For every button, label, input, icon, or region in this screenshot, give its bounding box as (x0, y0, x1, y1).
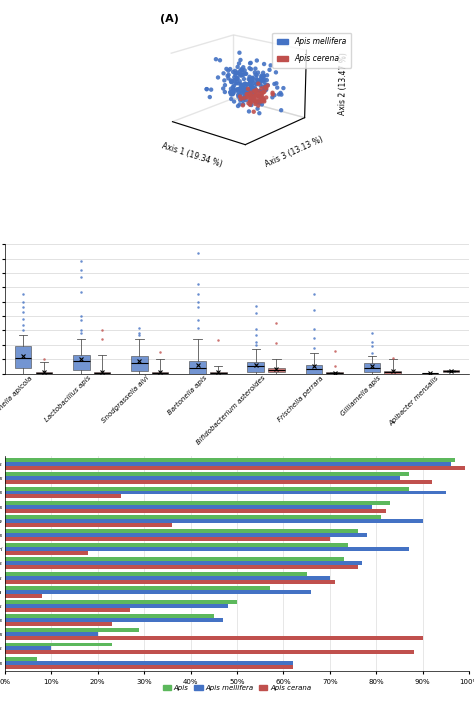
Bar (5, 665, 293, 668)
PathPatch shape (36, 372, 52, 373)
Bar (5, 486, 409, 491)
Bar (5, 551, 88, 555)
Bar (5, 558, 344, 561)
Bar (5, 604, 228, 608)
Bar (5, 585, 270, 590)
Bar (5, 505, 372, 508)
PathPatch shape (152, 372, 168, 373)
Bar (5, 561, 363, 565)
Bar (5, 572, 307, 575)
PathPatch shape (443, 371, 459, 372)
Bar (5, 523, 172, 527)
Bar (5, 660, 293, 665)
Bar (5, 508, 386, 513)
PathPatch shape (384, 371, 401, 373)
PathPatch shape (210, 372, 227, 373)
Bar (5, 614, 214, 618)
PathPatch shape (306, 365, 322, 373)
PathPatch shape (131, 356, 147, 371)
Bar (5, 608, 130, 612)
Bar (5, 473, 409, 476)
PathPatch shape (364, 363, 380, 372)
Bar (5, 565, 358, 569)
Legend: Apis, Apis mellifera, Apis cerana: Apis, Apis mellifera, Apis cerana (160, 682, 314, 693)
Bar (5, 580, 335, 583)
Bar (5, 547, 409, 551)
Bar (5, 466, 465, 470)
Bar (5, 646, 51, 650)
Bar (5, 519, 423, 523)
PathPatch shape (268, 368, 284, 372)
Bar (5, 618, 223, 622)
Bar (5, 628, 139, 633)
Legend: Apis mellifera, Apis cerena: Apis mellifera, Apis cerena (273, 33, 351, 68)
Y-axis label: Axis 3 (13.13 %): Axis 3 (13.13 %) (264, 135, 325, 169)
Bar (5, 491, 446, 495)
Bar (5, 636, 423, 640)
PathPatch shape (247, 362, 264, 372)
Bar (5, 643, 111, 646)
Text: (A): (A) (160, 14, 179, 24)
Bar (5, 633, 98, 636)
Bar (5, 476, 400, 481)
Bar (5, 501, 390, 505)
Bar (5, 622, 111, 626)
Bar (5, 537, 330, 541)
Bar (5, 529, 358, 533)
Bar (5, 533, 367, 537)
PathPatch shape (15, 346, 31, 368)
Bar (5, 590, 311, 594)
Bar (5, 594, 42, 598)
Bar (5, 458, 456, 462)
Bar (5, 515, 381, 519)
Bar (5, 462, 451, 466)
Bar (5, 650, 413, 655)
Bar (5, 600, 237, 604)
Bar (5, 481, 432, 484)
PathPatch shape (190, 361, 206, 373)
X-axis label: Axis 1 (19.34 %): Axis 1 (19.34 %) (161, 142, 223, 169)
Bar (5, 657, 37, 660)
PathPatch shape (73, 355, 90, 370)
Bar (5, 575, 330, 580)
Bar (5, 543, 348, 547)
Bar (5, 495, 121, 498)
PathPatch shape (94, 372, 110, 373)
